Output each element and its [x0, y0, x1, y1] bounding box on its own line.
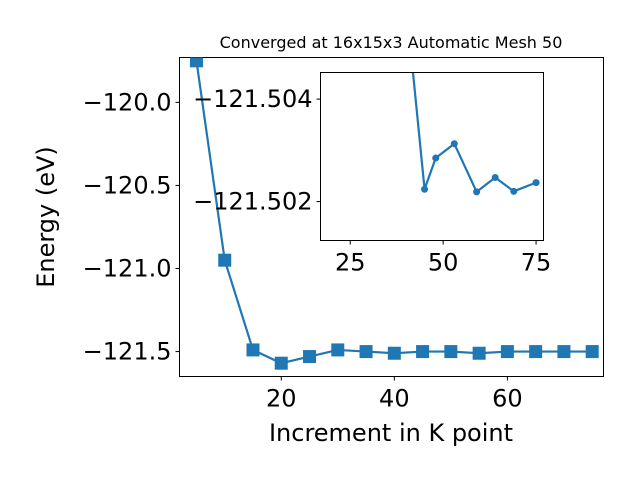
main-axes: Converged at 16x15x3 Automatic Mesh 50 2…	[32, 33, 604, 447]
main-x-tick-label: 40	[379, 385, 410, 413]
inset-x-tick-label: 25	[335, 249, 366, 277]
main-data-point	[500, 345, 514, 359]
inset-x-tick-label: 50	[428, 249, 459, 277]
inset-x-tick-label: 75	[521, 249, 552, 277]
inset-data-point	[491, 174, 499, 181]
main-data-point	[246, 343, 260, 357]
inset-x-ticks: 25 50 75	[335, 240, 552, 277]
main-series	[189, 57, 599, 370]
main-x-tick-label: 20	[266, 385, 297, 413]
main-data-point	[274, 356, 288, 370]
main-y-tick-label: −121.0	[83, 255, 172, 283]
main-data-point	[189, 57, 203, 68]
main-data-point	[472, 346, 486, 360]
inset-y-tick-label: −121.504	[193, 85, 312, 113]
main-data-point	[557, 345, 571, 359]
main-y-ticks: −120.0 −120.5 −121.0 −121.5	[83, 88, 180, 366]
main-data-point	[585, 345, 599, 359]
main-data-point	[416, 345, 430, 359]
inset-series	[411, 72, 540, 196]
main-data-point	[303, 350, 317, 364]
inset-data-point	[532, 179, 540, 187]
main-data-point	[387, 346, 401, 360]
inset-series-line	[411, 72, 538, 193]
inset-plot-frame	[320, 72, 544, 241]
x-axis-label: Increment in K point	[269, 419, 513, 447]
chart-title: Converged at 16x15x3 Automatic Mesh 50	[220, 33, 563, 52]
main-data-point	[359, 345, 373, 359]
main-data-point	[331, 343, 345, 357]
main-data-point	[529, 345, 543, 359]
inset-data-point	[473, 188, 481, 196]
main-data-point	[444, 345, 458, 359]
main-y-tick-label: −120.0	[83, 88, 172, 116]
main-y-tick-label: −121.5	[83, 338, 172, 366]
inset-y-tick-label: −121.502	[193, 188, 312, 216]
main-data-point	[218, 253, 232, 267]
inset-background	[320, 72, 544, 241]
inset-data-point	[421, 185, 429, 193]
y-axis-label: Energy (eV)	[32, 146, 60, 288]
inset-data-point	[510, 187, 518, 195]
inset-y-ticks: −121.504 −121.502	[193, 85, 321, 216]
main-x-ticks: 20 40 60	[266, 376, 523, 413]
inset-axes: 25 50 75 −121.504 −121.502	[193, 72, 552, 277]
inset-data-point	[450, 140, 458, 148]
inset-data-point	[432, 154, 440, 162]
main-y-tick-label: −120.5	[83, 171, 172, 199]
main-plot-frame	[179, 57, 604, 377]
main-x-tick-label: 60	[492, 385, 523, 413]
